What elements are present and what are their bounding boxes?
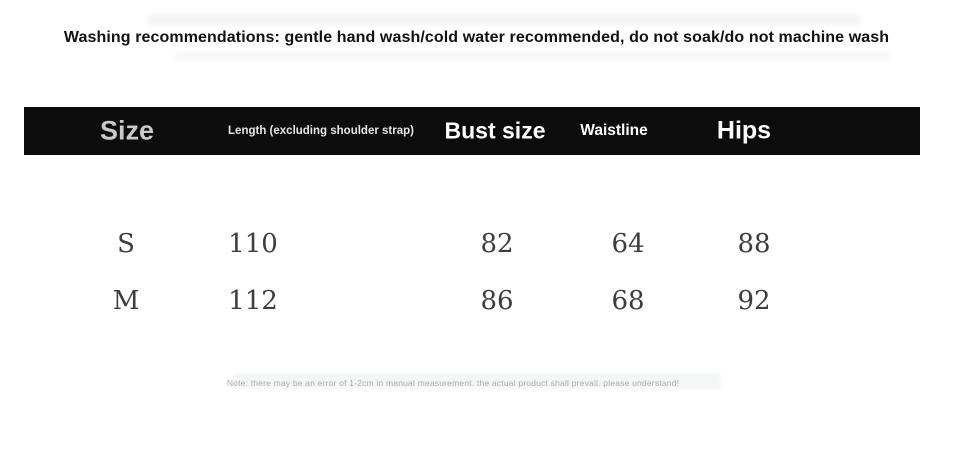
- cell-waist-value: 68: [611, 286, 645, 316]
- header-cell-hips: Hips: [716, 116, 772, 145]
- table-row-size-m: M 112 86 68 92: [0, 286, 953, 316]
- header-cell-size: Size: [99, 115, 155, 146]
- cell-size-label: M: [112, 286, 140, 316]
- cell-hips-value: 88: [737, 229, 771, 259]
- size-table-header-bar: Size Length (excluding shoulder strap) B…: [24, 107, 920, 155]
- cell-waist-value: 64: [611, 229, 645, 259]
- cell-size-label: S: [117, 229, 135, 259]
- cell-hips-value: 92: [737, 286, 771, 316]
- header-cell-bust-size: Bust size: [444, 117, 546, 144]
- header-cell-length: Length (excluding shoulder strap): [228, 125, 414, 137]
- cell-length-value: 112: [228, 286, 278, 316]
- cell-bust-value: 82: [480, 229, 514, 259]
- watermark-ghost-note: [233, 373, 721, 389]
- watermark-ghost-under-title: [175, 52, 890, 61]
- measurement-error-note: Note: there may be an error of 1-2cm in …: [226, 378, 680, 388]
- watermark-ghost-top: [148, 14, 860, 25]
- table-row-size-s: S 110 82 64 88: [0, 229, 953, 259]
- washing-recommendations-title: Washing recommendations: gentle hand was…: [63, 29, 890, 46]
- header-cell-waistline: Waistline: [580, 122, 648, 139]
- cell-bust-value: 86: [480, 286, 514, 316]
- cell-length-value: 110: [228, 229, 278, 259]
